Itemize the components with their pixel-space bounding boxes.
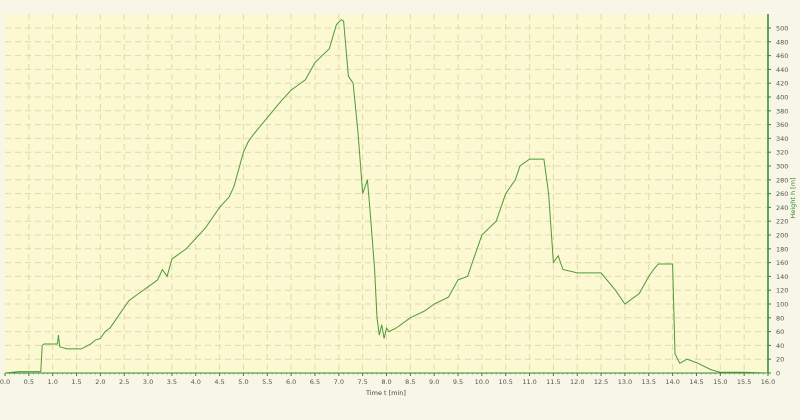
y-axis: 0 20 40 60 80 100 120 140 160 180 200 220 240 260 280 3… xyxy=(767,14,788,378)
x-tick-label: 8.0 xyxy=(381,378,391,386)
x-tick-label: 13.0 xyxy=(618,378,632,386)
x-axis: 0.0 0.5 1.0 1.5 2.0 2.5 3.0 3.5 4.0 4.5 5.0 5.5 6.0 6… xyxy=(0,372,775,386)
y-tick-label: 220 xyxy=(776,218,788,226)
x-axis-label: Time t [min] xyxy=(365,389,406,397)
x-tick-label: 0.5 xyxy=(24,378,34,386)
y-tick-label: 420 xyxy=(776,80,788,88)
x-tick-label: 9.5 xyxy=(453,378,463,386)
x-tick-label: 8.5 xyxy=(405,378,415,386)
y-tick-label: 320 xyxy=(776,149,788,157)
x-tick-label: 4.5 xyxy=(214,378,224,386)
x-tick-label: 4.0 xyxy=(191,378,201,386)
y-tick-label: 100 xyxy=(776,301,788,309)
x-tick-label: 7.0 xyxy=(334,378,344,386)
x-tick-label: 16.0 xyxy=(761,378,775,386)
y-axis-label: Height h [m] xyxy=(789,177,797,218)
x-tick-label: 2.5 xyxy=(119,378,129,386)
y-tick-label: 260 xyxy=(776,190,788,198)
x-tick-label: 11.0 xyxy=(522,378,536,386)
y-tick-label: 180 xyxy=(776,245,788,253)
x-tick-label: 1.0 xyxy=(48,378,58,386)
y-tick-label: 80 xyxy=(776,314,784,322)
x-tick-label: 12.0 xyxy=(570,378,584,386)
y-tick-label: 440 xyxy=(776,66,788,74)
y-tick-label: 500 xyxy=(776,25,788,33)
grid xyxy=(5,14,768,373)
y-tick-label: 480 xyxy=(776,38,788,46)
y-tick-label: 0 xyxy=(776,370,780,378)
x-tick-label: 14.0 xyxy=(665,378,679,386)
x-tick-label: 2.0 xyxy=(95,378,105,386)
y-tick-label: 300 xyxy=(776,163,788,171)
y-tick-label: 280 xyxy=(776,176,788,184)
y-tick-label: 200 xyxy=(776,232,788,240)
y-tick-label: 60 xyxy=(776,328,784,336)
series-line xyxy=(4,19,769,374)
y-tick-label: 20 xyxy=(776,356,784,364)
x-tick-label: 10.5 xyxy=(498,378,512,386)
x-tick-label: 11.5 xyxy=(546,378,560,386)
x-tick-label: 7.5 xyxy=(357,378,367,386)
x-tick-label: 0.0 xyxy=(0,378,10,386)
y-tick-label: 400 xyxy=(776,94,788,102)
y-tick-label: 240 xyxy=(776,204,788,212)
x-tick-label: 14.5 xyxy=(689,378,703,386)
x-tick-label: 15.0 xyxy=(713,378,727,386)
x-tick-label: 6.5 xyxy=(310,378,320,386)
y-tick-label: 460 xyxy=(776,52,788,60)
y-tick-label: 360 xyxy=(776,121,788,129)
x-tick-label: 5.0 xyxy=(238,378,248,386)
x-tick-label: 15.5 xyxy=(737,378,751,386)
y-tick-label: 380 xyxy=(776,107,788,115)
y-tick-label: 160 xyxy=(776,259,788,267)
y-tick-label: 120 xyxy=(776,287,788,295)
x-tick-label: 5.5 xyxy=(262,378,272,386)
x-tick-label: 1.5 xyxy=(71,378,81,386)
y-tick-label: 140 xyxy=(776,273,788,281)
x-tick-label: 3.0 xyxy=(143,378,153,386)
y-tick-label: 340 xyxy=(776,135,788,143)
x-tick-label: 6.0 xyxy=(286,378,296,386)
x-tick-label: 3.5 xyxy=(167,378,177,386)
x-tick-label: 10.0 xyxy=(475,378,489,386)
x-tick-label: 13.5 xyxy=(642,378,656,386)
x-tick-label: 9.0 xyxy=(429,378,439,386)
x-tick-label: 12.5 xyxy=(594,378,608,386)
y-tick-label: 40 xyxy=(776,342,784,350)
